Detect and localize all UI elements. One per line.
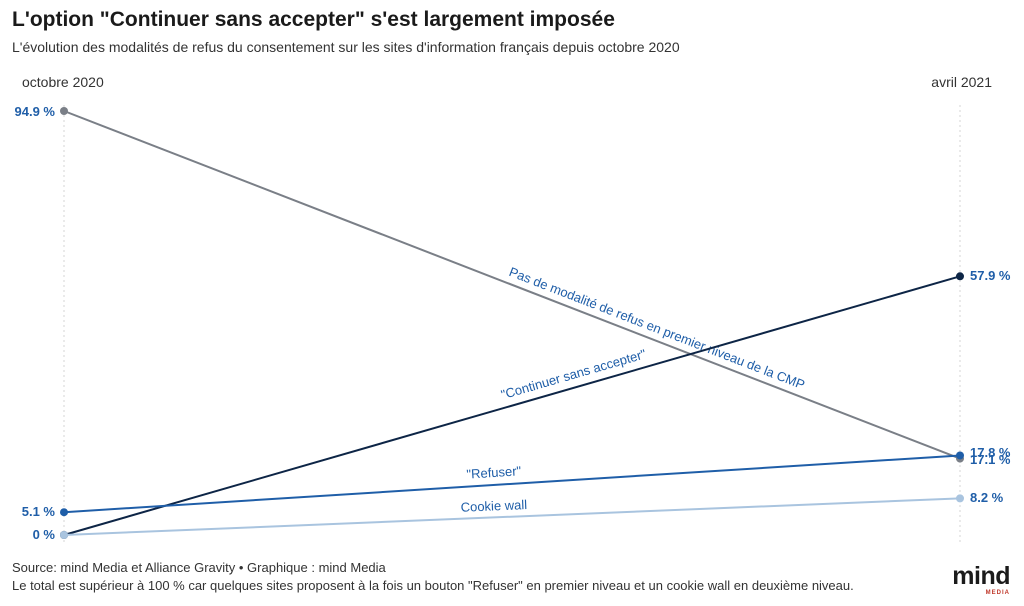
series-3-label-start: 5.1 % (22, 504, 56, 519)
chart-title: L'option "Continuer sans accepter" s'est… (12, 8, 615, 31)
series-3-line (63, 454, 961, 514)
series-2-label-end: 57.9 % (970, 268, 1011, 283)
footnote: Le total est supérieur à 100 % car quelq… (12, 578, 854, 593)
series-4-name: Cookie wall (460, 497, 527, 515)
series-2-name: "Continuer sans accepter" (499, 346, 648, 402)
chart-subtitle: L'évolution des modalités de refus du co… (12, 39, 680, 55)
mind-media-logo: mind (952, 562, 1010, 590)
series-4-label-end: 8.2 % (970, 490, 1004, 505)
source-note: Source: mind Media et Alliance Gravity •… (12, 560, 386, 575)
x-category-left: octobre 2020 (22, 74, 104, 90)
series-4-label-start: 0 % (33, 527, 56, 542)
series-3-point-start (60, 508, 68, 517)
series-3-name: "Refuser" (466, 463, 522, 481)
series-3-point-end (956, 451, 964, 460)
mind-media-logo-subtext: MEDIA (985, 590, 1010, 596)
series-4-line (63, 497, 961, 536)
series-2-line (63, 275, 961, 536)
series-4-point-start (60, 531, 68, 539)
x-category-right: avril 2021 (931, 74, 992, 90)
series-1-label-end: 17.1 % (970, 452, 1011, 467)
series-1-point-start (60, 107, 68, 115)
series-4-point-end (956, 494, 964, 503)
series-3-label-end: 17.8 % (970, 445, 1011, 460)
series-1-label-start: 94.9 % (15, 104, 56, 119)
series-2-point-end (956, 272, 964, 281)
series-1-line (63, 110, 961, 460)
